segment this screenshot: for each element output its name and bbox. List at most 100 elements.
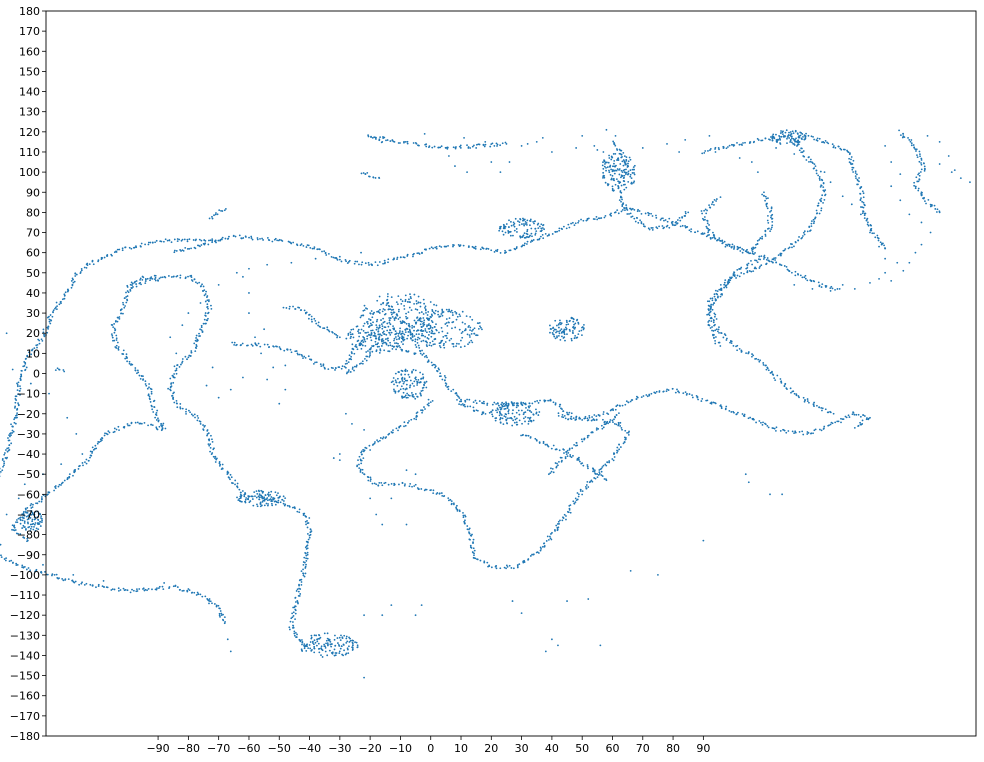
data-point: [567, 418, 569, 421]
data-point: [521, 434, 524, 437]
data-point: [704, 150, 707, 152]
data-point: [219, 239, 221, 242]
data-point: [190, 276, 193, 279]
data-point: [557, 326, 560, 329]
data-point: [423, 321, 425, 324]
data-point: [178, 366, 181, 368]
data-point: [684, 212, 687, 215]
data-point: [29, 529, 32, 532]
data-point: [728, 245, 731, 247]
data-point: [306, 533, 309, 535]
data-point: [626, 431, 628, 434]
data-point: [317, 324, 320, 327]
data-point: [677, 390, 679, 393]
data-point: [617, 423, 620, 426]
data-point: [422, 317, 425, 319]
data-point: [766, 366, 769, 369]
data-point: [348, 641, 351, 643]
data-point: [761, 235, 764, 238]
data-point: [535, 438, 538, 441]
data-point: [773, 377, 776, 379]
data-point: [31, 349, 33, 352]
data-point: [198, 332, 200, 335]
data-point: [496, 248, 499, 251]
data-point: [764, 229, 767, 232]
data-point: [23, 517, 25, 520]
data-point: [75, 273, 78, 276]
data-point: [422, 298, 425, 301]
data-point: [199, 420, 202, 423]
data-point: [210, 434, 212, 437]
data-point: [46, 316, 49, 319]
data-point: [423, 355, 426, 358]
data-point: [554, 528, 556, 531]
data-point: [701, 212, 704, 215]
data-point: [425, 331, 428, 334]
data-point: [369, 312, 372, 315]
data-point: [309, 647, 312, 650]
data-point: [633, 217, 636, 220]
data-point: [356, 260, 359, 263]
data-point: [10, 434, 12, 437]
data-point: [867, 224, 870, 227]
data-point: [577, 221, 579, 224]
data-point: [151, 241, 154, 244]
data-point: [618, 448, 621, 451]
data-point: [771, 217, 774, 220]
data-point: [573, 323, 575, 326]
data-point: [914, 187, 917, 190]
data-point: [591, 431, 594, 434]
data-point: [298, 508, 301, 511]
data-point: [606, 412, 608, 415]
data-point: [688, 393, 691, 395]
data-point: [718, 148, 720, 151]
data-point: [568, 411, 571, 414]
data-point: [211, 217, 214, 220]
data-point: [765, 202, 768, 205]
data-point: [412, 339, 414, 342]
data-point: [179, 274, 182, 277]
data-point: [397, 318, 400, 320]
data-point: [684, 225, 686, 227]
data-point: [603, 176, 606, 179]
data-point: [824, 189, 827, 191]
data-point: [927, 198, 930, 201]
data-point: [397, 335, 400, 337]
data-point: [623, 155, 626, 158]
data-point: [659, 218, 662, 221]
data-point: [759, 237, 762, 240]
data-point: [441, 311, 444, 314]
data-point: [312, 643, 315, 646]
data-point: [420, 328, 423, 331]
data-point: [313, 651, 316, 654]
data-point: [761, 423, 764, 426]
data-point: [550, 533, 552, 535]
data-point: [559, 321, 561, 324]
data-point: [629, 169, 632, 172]
data-point: [122, 301, 124, 304]
data-point: [303, 645, 306, 648]
data-point: [438, 245, 441, 248]
data-point: [623, 171, 626, 173]
data-point: [707, 321, 710, 323]
data-point: [475, 409, 478, 412]
data-point: [495, 403, 498, 405]
data-point: [7, 449, 10, 452]
data-point: [139, 277, 142, 280]
data-point: [404, 373, 406, 376]
data-point: [469, 326, 472, 329]
data-point: [766, 424, 769, 427]
data-point: [25, 366, 28, 369]
data-point: [320, 654, 322, 656]
data-point: [470, 534, 473, 537]
data-point: [577, 333, 580, 336]
data-point: [295, 590, 298, 592]
data-point: [318, 647, 321, 650]
data-point: [126, 295, 129, 297]
data-point: [414, 393, 417, 395]
data-point: [150, 276, 153, 279]
data-point: [426, 324, 428, 327]
data-point: [798, 141, 801, 143]
data-point: [201, 331, 204, 334]
data-point: [16, 384, 19, 386]
